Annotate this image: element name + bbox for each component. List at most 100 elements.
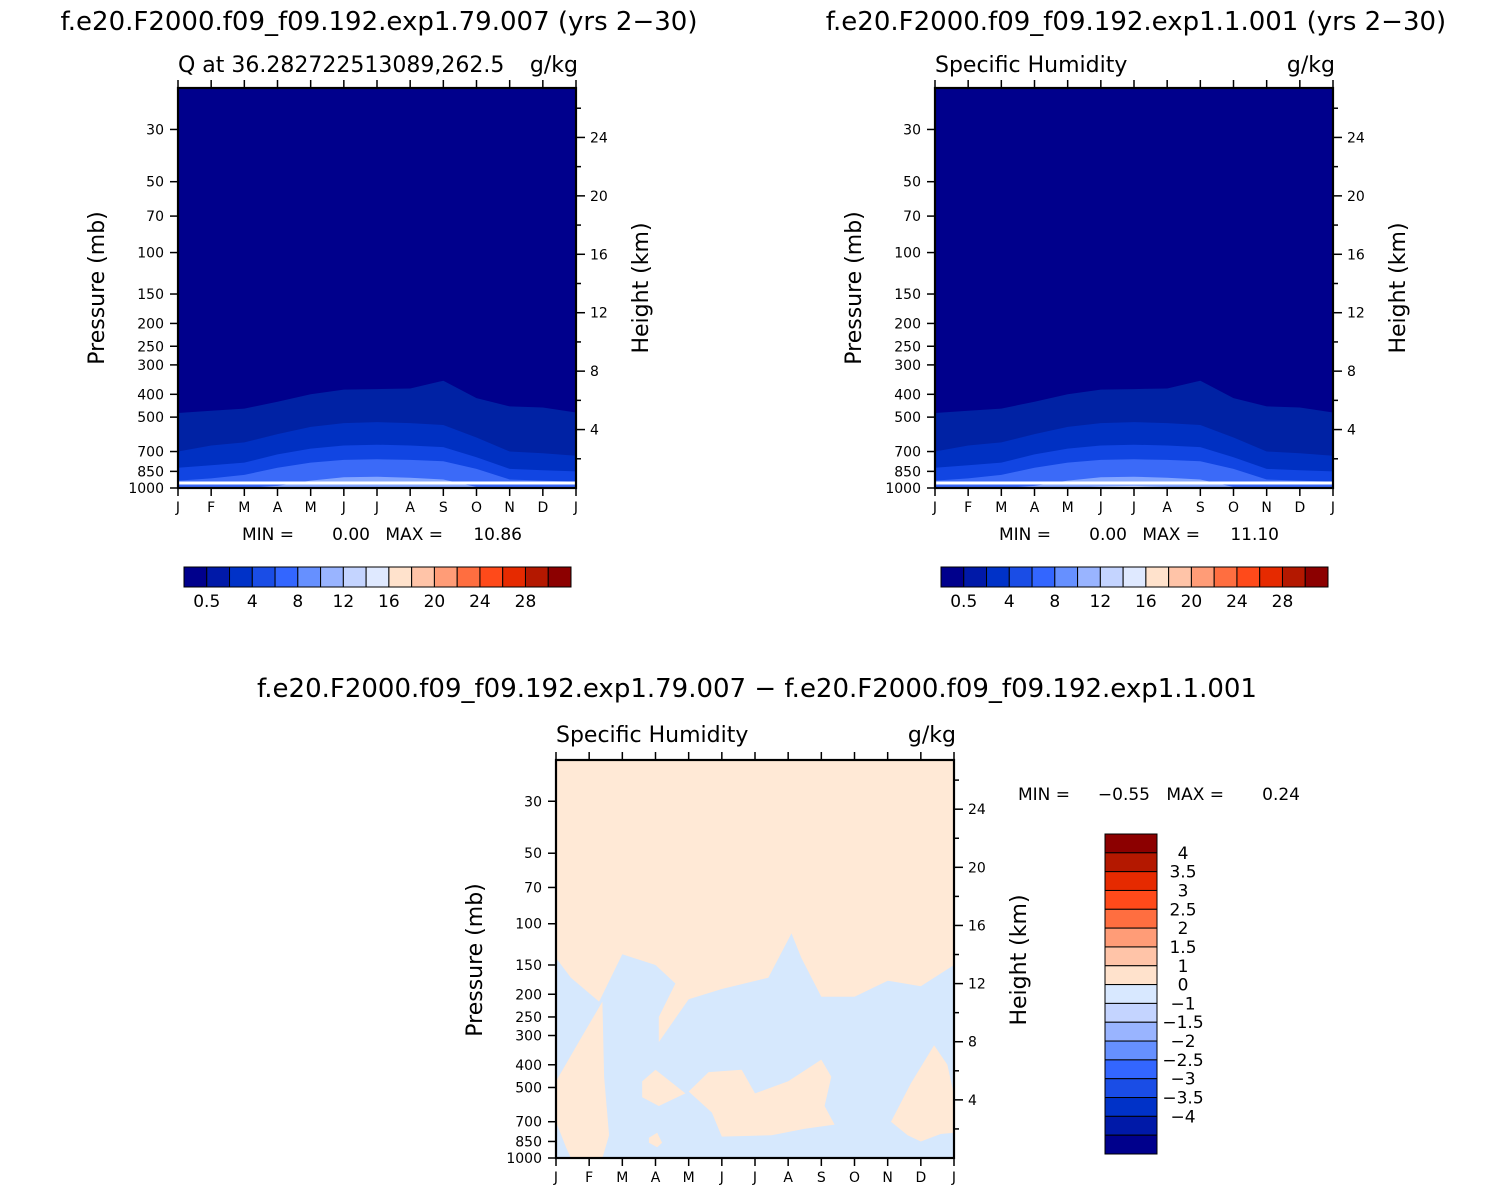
panel-difference-xtick-label: N (882, 1170, 892, 1186)
panel-right-contour-fills (935, 88, 1333, 488)
panel-right-min-value: 0.00 (1089, 525, 1127, 545)
panel-right-ytick-right-label: 16 (1347, 247, 1365, 263)
panel-difference-ytick-right-label: 12 (968, 977, 986, 993)
panel-right-colorbar-box (963, 566, 988, 588)
panel-difference-colorbar-box (1104, 871, 1158, 891)
panel-difference-colorbar-box (1104, 965, 1158, 986)
panel-difference-colorbar-box (1104, 1021, 1158, 1042)
panel-difference-colorbar-label: 2 (1178, 919, 1189, 939)
panel-difference-colorbar-label: 2.5 (1169, 900, 1196, 920)
panel-right-colorbar: 0.5 4 8 12 16 20 24 28 (940, 566, 1329, 612)
panel-right-colorbar-label: 16 (1135, 592, 1157, 612)
panel-right-ytick-label: 250 (894, 339, 921, 355)
panel-difference-xtick-label: M (616, 1170, 628, 1186)
panel-right-min-label: MIN = (999, 525, 1051, 545)
panel-difference-fill-positive-april-low (648, 1132, 663, 1148)
panel-difference-title: Specific Humidity (556, 723, 748, 748)
panel-difference-xtick-label: J (951, 1170, 956, 1186)
panel-right-ytick-label: 850 (894, 464, 921, 480)
panel-difference-xtick-label: J (553, 1170, 558, 1186)
panel-difference-colorbar-box (1104, 1078, 1158, 1099)
panel-right-ytick-label: 700 (894, 445, 921, 461)
panel-left-colorbar-box (479, 566, 504, 588)
panel-left-xtick-label: A (405, 500, 415, 516)
panel-right-ytick-label: 300 (894, 358, 921, 374)
panel-left-ytick-label: 400 (137, 387, 164, 403)
panel-difference-case-title: f.e20.F2000.f09_f09.192.exp1.79.007 − f.… (257, 674, 1257, 704)
panel-left-ytick-label: 250 (137, 339, 164, 355)
panel-left-ytick-label: 30 (146, 122, 164, 138)
panel-right-ytick-label: 50 (903, 175, 921, 191)
panel-difference-colorbar-label: 3 (1178, 881, 1189, 901)
panel-difference-colorbar-box (1104, 946, 1158, 967)
panel-difference-ytick-label: 150 (515, 958, 542, 974)
panel-left-title: Q at 36.282722513089,262.5 (178, 53, 504, 78)
panel-right-max-label: MAX = (1142, 525, 1200, 545)
panel-right-ytick-label: 400 (894, 387, 921, 403)
panel-left-colorbar-label: 12 (333, 592, 355, 612)
panel-right-colorbar-label: 24 (1226, 592, 1248, 612)
panel-right-axes: J F M A M J J A S O N D J 30 50 70 100 150 200 250 300 400 500… (885, 80, 1365, 516)
panel-left-colorbar: 0.5 4 8 12 16 20 24 28 (183, 566, 572, 612)
panel-right-colorbar-box (1031, 566, 1056, 588)
panel-right-xtick-label: A (1030, 500, 1040, 516)
panel-difference-stats: MIN = −0.55 MAX = 0.24 (1018, 785, 1300, 805)
panel-left-ytick-right-label: 12 (590, 306, 608, 322)
panel-left-ytick-label: 70 (146, 209, 164, 225)
panel-difference-xtick-label: D (915, 1170, 926, 1186)
panel-difference-colorbar-label: 3.5 (1169, 863, 1196, 883)
panel-right-xtick-label: J (1131, 500, 1136, 516)
panel-left-colorbar-box (547, 566, 572, 588)
panel-left-xtick-label: J (175, 500, 180, 516)
panel-difference-ytick-label: 30 (524, 794, 542, 810)
panel-difference-min-value: −0.55 (1098, 785, 1150, 805)
panel-difference: f.e20.F2000.f09_f09.192.exp1.79.007 − f.… (257, 674, 1300, 1186)
panel-difference-ytick-right-label: 4 (968, 1093, 977, 1109)
panel-right-ytick-label: 70 (903, 209, 921, 225)
panel-left-xtick-label: D (537, 500, 548, 516)
panel-right-xtick-label: F (964, 500, 972, 516)
panel-difference-colorbar-box (1104, 1059, 1158, 1080)
panel-difference-colorbar-label: −2.5 (1162, 1051, 1203, 1071)
panel-left-ytick-label: 300 (137, 358, 164, 374)
panel-left-xtick-label: M (305, 500, 317, 516)
panel-right-title: Specific Humidity (935, 53, 1127, 78)
panel-right-fill-level-3 (935, 459, 1333, 488)
panel-right-xtick-label: J (1098, 500, 1103, 516)
panel-difference-colorbar-box (1104, 1097, 1158, 1117)
panel-left-colorbar-label: 16 (378, 592, 400, 612)
panel-left-colorbar-box (342, 566, 367, 588)
panel-difference-contour-fills (556, 760, 954, 1158)
panel-right-xtick-label: J (1330, 500, 1335, 516)
panel-left-ytick-right-label: 8 (590, 364, 599, 380)
panel-right-ytick-label: 1000 (885, 481, 921, 497)
panel-difference-colorbar-label: −1.5 (1162, 1013, 1203, 1033)
panel-right-ytick-label: 500 (894, 410, 921, 426)
panel-right-colorbar-box (940, 566, 965, 588)
panel-left-ytick-label: 100 (137, 246, 164, 262)
panel-left-colorbar-box (524, 566, 549, 588)
panel-right-colorbar-box (1259, 566, 1283, 588)
panel-left-min-value: 0.00 (332, 525, 370, 545)
panel-left-colorbar-box (411, 566, 435, 588)
panel-right-colorbar-box (1168, 566, 1192, 588)
panel-difference-ytick-right-label: 16 (968, 918, 986, 934)
panel-left-xtick-label: S (439, 500, 448, 516)
panel-right-colorbar-label: 28 (1272, 592, 1294, 612)
panel-right-colorbar-box (1008, 566, 1033, 588)
panel-right-case-title: f.e20.F2000.f09_f09.192.exp1.1.001 (yrs … (826, 7, 1446, 37)
panel-difference-axes: J F M A M J J A S O N D J 30 50 70 100 150 200 250 300 400 500… (506, 752, 986, 1186)
panel-difference-ytick-right-label: 8 (968, 1035, 977, 1051)
panel-difference-colorbar-box (1104, 889, 1158, 910)
panel-right-xtick-label: J (932, 500, 937, 516)
panel-left-colorbar-label: 20 (424, 592, 446, 612)
panel-left-stats: MIN = 0.00 MAX = 10.86 (242, 525, 522, 545)
panel-right-xtick-label: O (1228, 500, 1239, 516)
panel-right-xtick-label: D (1294, 500, 1305, 516)
panel-difference-xtick-label: F (585, 1170, 593, 1186)
panel-difference-xtick-label: O (849, 1170, 860, 1186)
panel-left-colorbar-label: 28 (515, 592, 537, 612)
panel-right-colorbar-box (1077, 566, 1101, 588)
